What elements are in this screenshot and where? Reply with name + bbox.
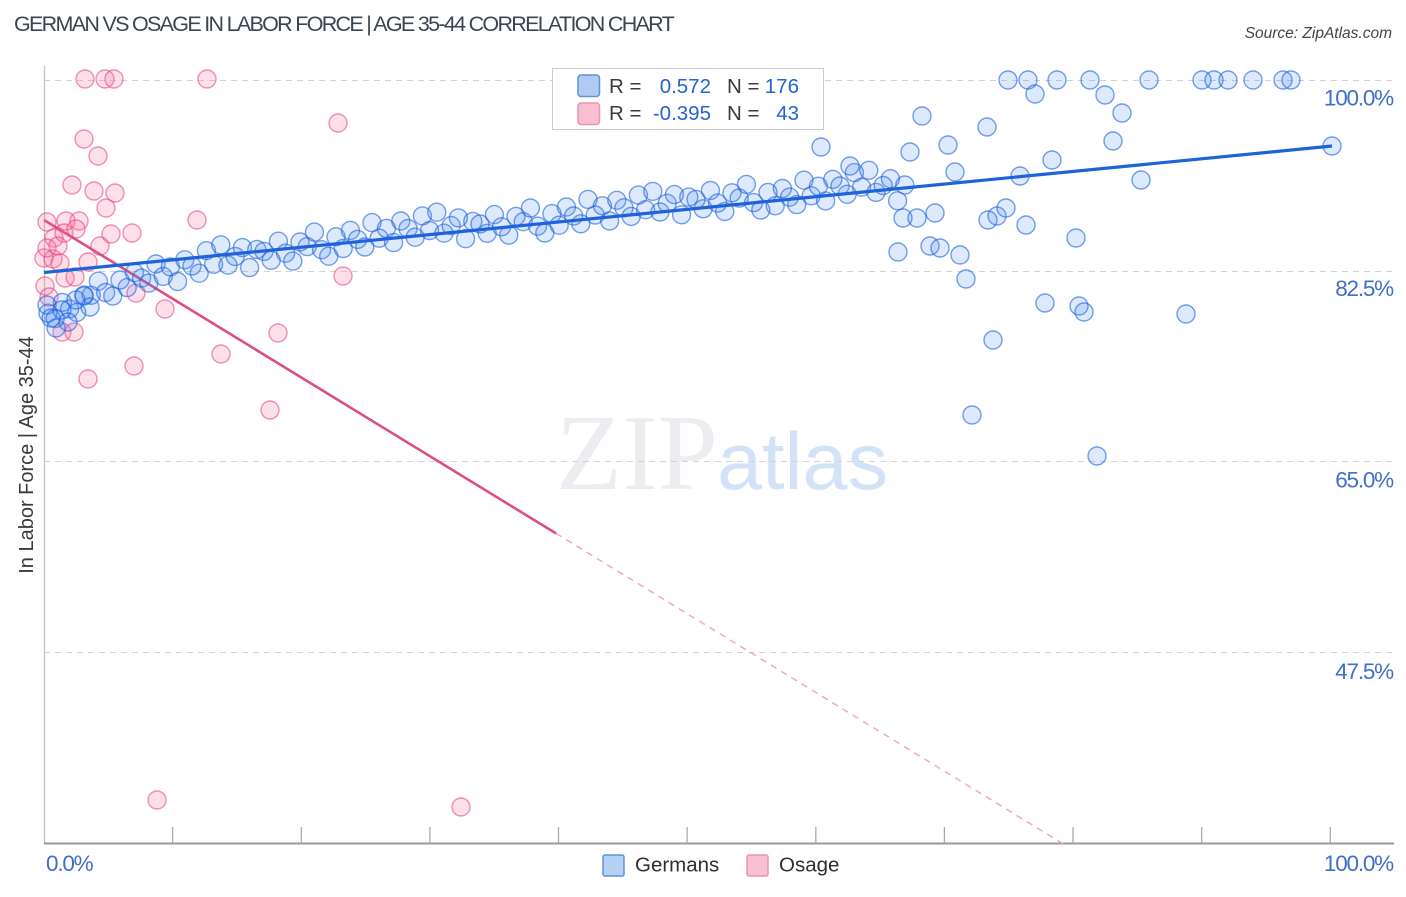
svg-text:Osage: Osage — [779, 854, 839, 877]
svg-text:82.5%: 82.5% — [1335, 276, 1394, 301]
svg-text:N =: N = — [727, 75, 759, 98]
svg-text:176: 176 — [765, 75, 799, 98]
svg-text:In Labor Force | Age 35-44: In Labor Force | Age 35-44 — [16, 336, 38, 574]
svg-text:65.0%: 65.0% — [1335, 468, 1394, 493]
svg-text:100.0%: 100.0% — [1324, 86, 1394, 111]
svg-text:N =: N = — [727, 102, 759, 125]
svg-text:GERMAN VS OSAGE IN LABOR FORCE: GERMAN VS OSAGE IN LABOR FORCE | AGE 35-… — [14, 12, 675, 36]
svg-text:R =: R = — [609, 102, 641, 125]
svg-text:R =: R = — [609, 75, 641, 98]
svg-text:0.0%: 0.0% — [46, 851, 94, 876]
svg-text:0.572: 0.572 — [660, 75, 711, 98]
svg-text:100.0%: 100.0% — [1324, 851, 1394, 876]
svg-text:47.5%: 47.5% — [1335, 659, 1394, 684]
svg-text:Germans: Germans — [635, 854, 719, 877]
svg-text:-0.395: -0.395 — [653, 102, 711, 125]
svg-text:43: 43 — [776, 102, 799, 125]
svg-text:ZIP: ZIP — [556, 394, 718, 513]
svg-text:Source: ZipAtlas.com: Source: ZipAtlas.com — [1245, 25, 1392, 42]
